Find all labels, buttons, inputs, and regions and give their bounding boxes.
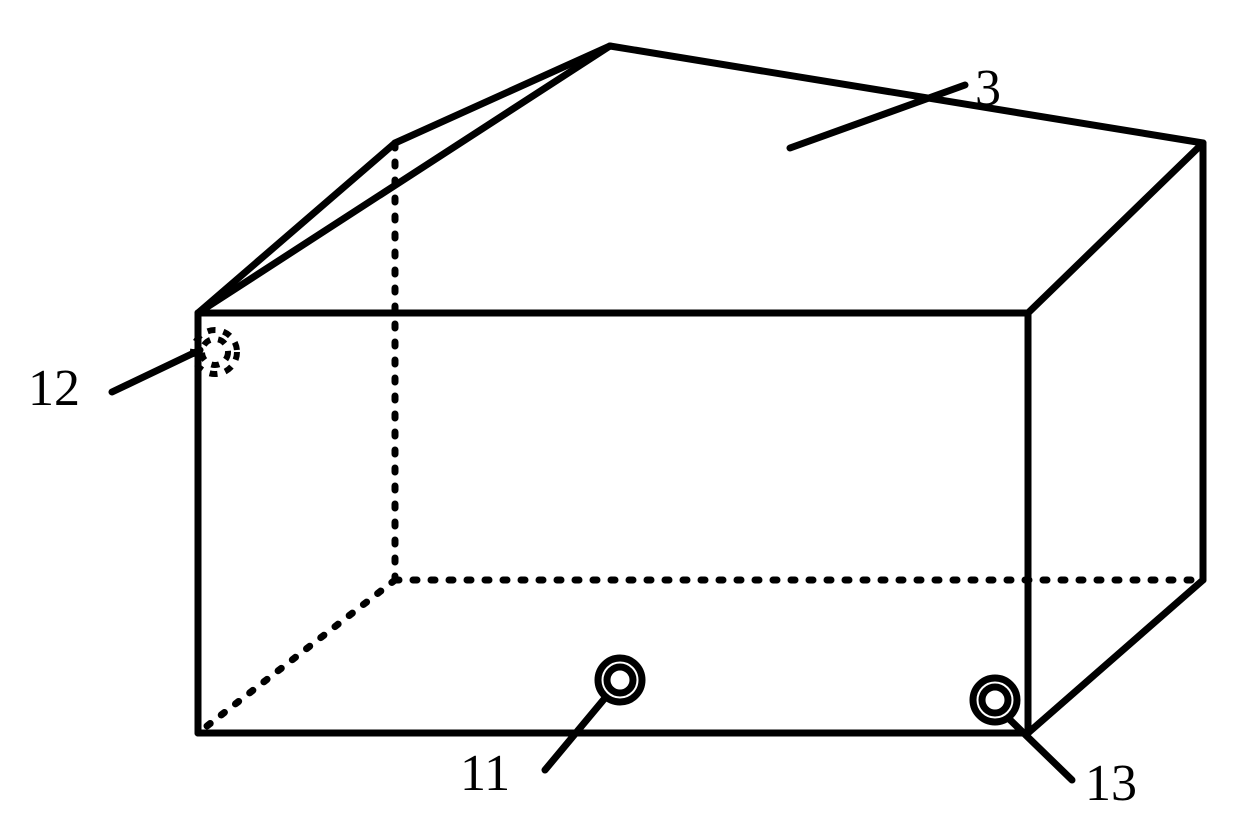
label-l11: 11	[460, 745, 510, 802]
edge-right-top-depth	[1028, 143, 1203, 313]
box-diagram: 3 12 11 13	[28, 46, 1203, 812]
label-l3: 3	[975, 60, 1001, 117]
edge-top-back	[610, 46, 1203, 143]
leader-line_3	[790, 85, 965, 148]
edge-left-bottom-depth	[198, 580, 395, 733]
port-11	[598, 658, 642, 702]
label-l12: 12	[28, 360, 80, 417]
edge-top-left-back	[395, 46, 610, 143]
edge-top-left-front	[198, 46, 610, 313]
edge-right-bottom-depth	[1028, 580, 1203, 733]
port-13	[973, 678, 1017, 722]
edge-left-top-depth	[198, 143, 395, 313]
label-l13: 13	[1085, 755, 1137, 812]
leader-line_12	[112, 350, 200, 392]
